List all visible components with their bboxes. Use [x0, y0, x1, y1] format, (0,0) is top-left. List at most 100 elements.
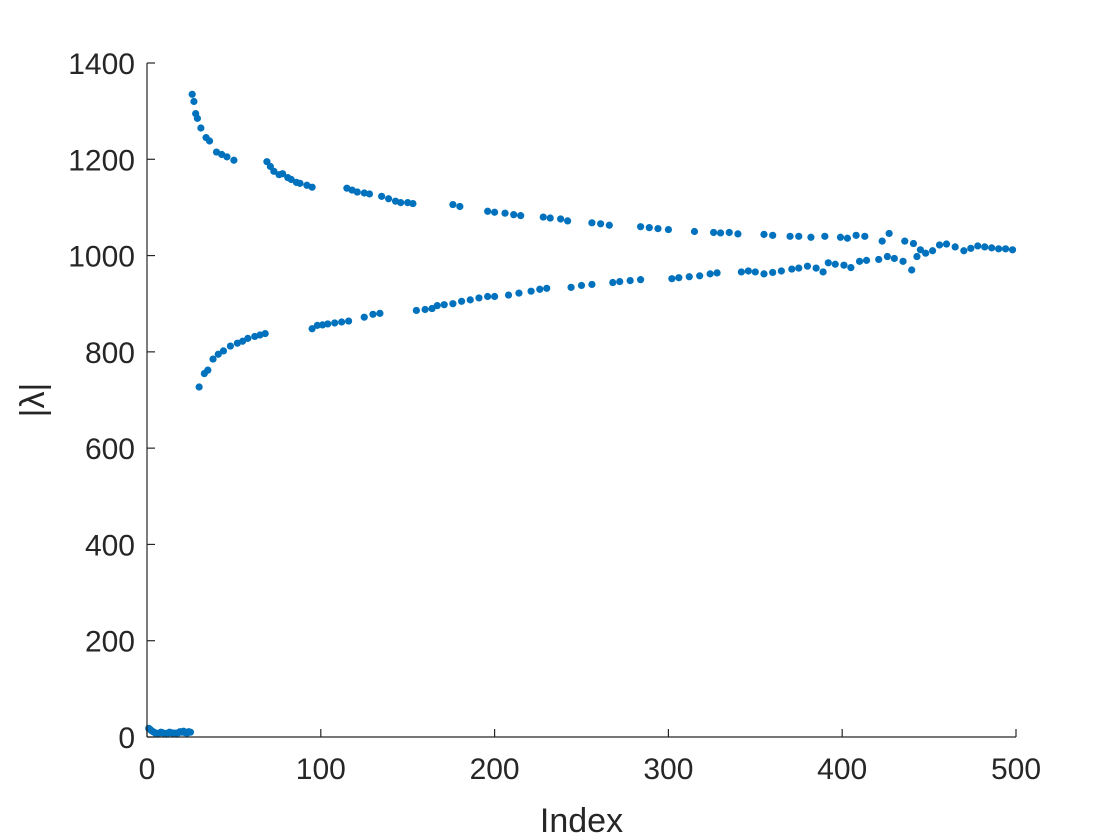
y-tick-label: 600 — [85, 433, 135, 466]
data-point — [214, 350, 222, 358]
data-point — [510, 211, 518, 219]
y-tick-label: 800 — [85, 337, 135, 370]
data-point — [433, 302, 441, 310]
data-point — [636, 276, 645, 284]
data-point — [890, 254, 898, 263]
data-point — [517, 212, 525, 220]
data-point — [760, 230, 768, 238]
data-point — [296, 179, 304, 187]
data-point — [536, 285, 544, 293]
data-point — [916, 246, 925, 254]
data-point — [491, 292, 499, 301]
data-point — [821, 232, 829, 240]
data-point — [899, 257, 907, 265]
data-point — [543, 284, 551, 292]
data-point — [190, 97, 198, 106]
data-point — [878, 237, 886, 245]
data-point — [345, 317, 353, 325]
data-point — [466, 296, 474, 304]
data-point — [484, 292, 492, 301]
data-point — [563, 217, 572, 225]
data-point — [935, 241, 944, 249]
data-point — [1001, 245, 1010, 253]
data-point — [795, 232, 803, 240]
x-tick-label: 0 — [139, 753, 156, 786]
data-point — [803, 262, 812, 270]
data-point — [456, 202, 464, 211]
data-point — [331, 319, 339, 327]
data-point — [861, 232, 869, 240]
data-point — [901, 237, 909, 245]
data-point — [449, 200, 457, 209]
data-point — [409, 199, 417, 208]
data-point — [716, 229, 725, 237]
data-point — [777, 267, 785, 275]
data-point — [909, 239, 918, 248]
data-point — [654, 225, 662, 233]
data-point — [840, 261, 848, 269]
data-point — [205, 137, 214, 145]
y-tick-label: 0 — [118, 722, 135, 755]
data-point — [709, 228, 718, 237]
data-point — [645, 224, 653, 232]
data-point — [475, 294, 483, 302]
data-point — [308, 325, 316, 333]
points-layer — [145, 90, 1017, 738]
data-point — [605, 221, 613, 229]
data-point — [995, 245, 1003, 253]
data-point — [188, 90, 196, 98]
y-tick-label: 200 — [85, 626, 135, 659]
data-point — [557, 215, 565, 223]
data-point — [501, 209, 509, 217]
y-tick-label: 400 — [85, 529, 135, 562]
data-point — [219, 347, 228, 355]
data-point — [369, 310, 377, 318]
axes-layer: 0 100 200 300 400 500 0 200 400 600 800 1000 1200 140… — [68, 48, 1041, 786]
data-point — [616, 277, 624, 286]
data-point — [539, 213, 547, 221]
data-point — [685, 273, 693, 281]
x-tick-label: 500 — [991, 753, 1041, 786]
data-point — [812, 264, 820, 272]
data-point — [588, 219, 596, 227]
data-point — [626, 277, 634, 285]
data-point — [270, 167, 278, 175]
data-point — [186, 728, 195, 736]
data-point — [204, 366, 212, 374]
data-point — [197, 124, 205, 132]
data-point — [807, 233, 815, 241]
data-point — [913, 252, 921, 261]
data-point — [636, 223, 645, 231]
data-point — [786, 232, 794, 240]
data-point — [852, 231, 860, 239]
data-point — [769, 268, 777, 277]
data-point — [223, 153, 231, 161]
data-point — [696, 272, 704, 280]
data-point — [546, 214, 554, 222]
data-point — [338, 318, 346, 326]
data-point — [928, 247, 937, 255]
data-point — [824, 259, 832, 267]
data-point — [397, 199, 405, 207]
data-point — [278, 170, 287, 178]
y-axis-label: |λ| — [14, 383, 52, 418]
data-point — [819, 268, 827, 276]
data-point — [515, 289, 523, 297]
x-tick-label: 300 — [643, 753, 693, 786]
data-point — [795, 264, 803, 272]
data-point — [440, 301, 448, 309]
data-point — [567, 283, 575, 291]
data-point — [412, 306, 420, 315]
data-point — [981, 243, 989, 251]
data-point — [883, 252, 891, 261]
data-point — [836, 233, 845, 241]
data-point — [960, 247, 968, 255]
y-tick-label: 1000 — [68, 241, 135, 274]
data-point — [760, 270, 768, 278]
data-point — [195, 383, 203, 391]
data-point — [384, 195, 393, 203]
data-point — [769, 231, 777, 239]
data-point — [734, 230, 742, 238]
